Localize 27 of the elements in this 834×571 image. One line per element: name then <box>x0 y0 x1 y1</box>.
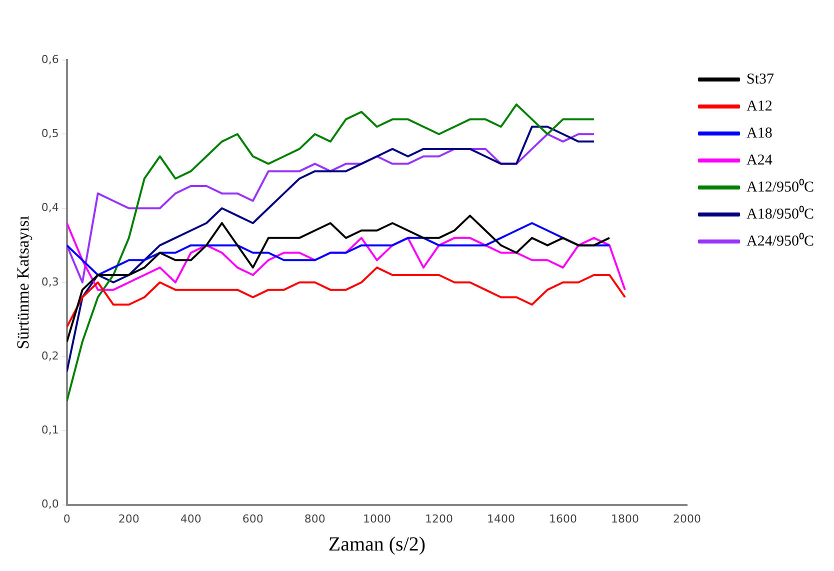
y-tick-label: 0,0 <box>41 498 59 511</box>
y-tick-label: 0,6 <box>41 52 59 66</box>
x-tick-label: 1200 <box>424 512 453 526</box>
x-tick-label: 0 <box>63 512 70 526</box>
legend-label: A12 <box>746 98 772 114</box>
x-tick-label: 400 <box>180 512 202 526</box>
x-tick-label: 1800 <box>610 512 639 526</box>
x-tick-label: 800 <box>304 512 326 526</box>
x-tick-label: 200 <box>118 512 140 526</box>
legend-label: A18/950⁰C <box>746 205 814 222</box>
legend-label: A18 <box>746 125 772 142</box>
y-tick-label: 0,5 <box>41 126 59 140</box>
x-tick-label: 1400 <box>486 512 515 526</box>
x-tick-label: 2000 <box>672 512 701 526</box>
y-axis-title: Sürtünme Katsayısı <box>14 215 33 350</box>
y-tick-label: 0,4 <box>41 201 59 214</box>
legend-label: A12/950⁰C <box>746 178 814 196</box>
y-tick-label: 0,1 <box>41 424 59 437</box>
legend-label: A24/950⁰C <box>746 232 814 250</box>
x-tick-label: 1600 <box>548 512 577 526</box>
legend-label: St37 <box>746 71 775 88</box>
x-axis-title: Zaman (s/2) <box>328 533 426 556</box>
x-tick-label: 600 <box>242 512 264 526</box>
y-tick-label: 0,3 <box>41 275 59 288</box>
x-tick-label: 1000 <box>362 512 391 526</box>
y-tick-label: 0,2 <box>41 349 59 362</box>
legend-label: A24 <box>746 152 773 168</box>
